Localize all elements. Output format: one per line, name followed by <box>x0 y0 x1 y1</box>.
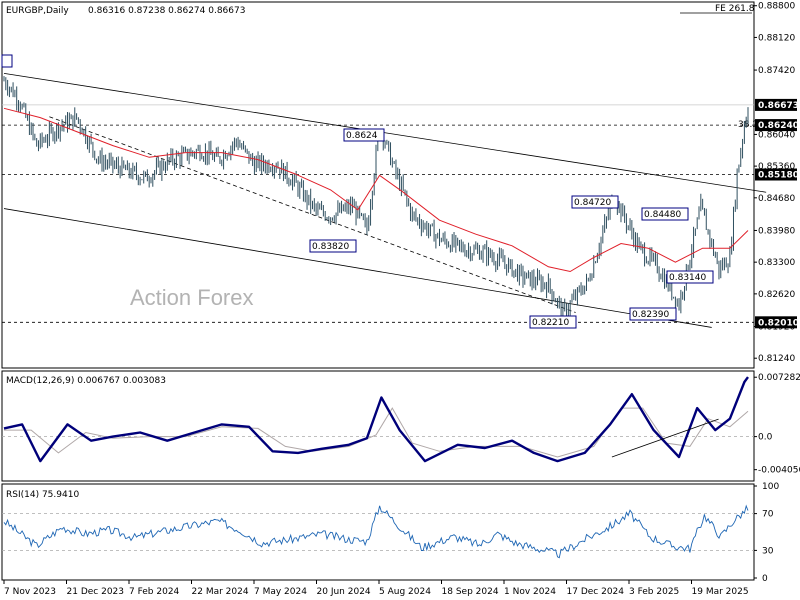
price-annotation-box <box>629 307 677 321</box>
rsi-tick-label: 100 <box>762 482 779 492</box>
time-tick-label: 17 Dec 2024 <box>567 587 625 597</box>
fib-extension-label: FE 261.8 <box>715 4 755 14</box>
level-tag-label: 0.82010 <box>758 318 799 328</box>
macd-panel-frame <box>1 370 755 482</box>
dashed-trend-line <box>49 116 576 313</box>
rsi-title: RSI(14) 75.9410 <box>6 490 79 500</box>
time-tick-label: 5 Aug 2024 <box>379 587 431 597</box>
time-tick-label: 7 Nov 2023 <box>4 587 56 597</box>
macd-lines <box>3 376 749 463</box>
price-panel[interactable]: EURGBP,Daily 0.86316 0.87238 0.86274 0.8… <box>1 1 799 369</box>
price-annotation-box <box>343 128 385 142</box>
price-tick-label: 0.82620 <box>758 290 795 300</box>
rsi-panel-frame <box>1 483 755 581</box>
price-annotation-box <box>309 239 357 253</box>
price-annotation-label: 0.84480 <box>644 210 681 220</box>
price-annotation-box <box>641 207 689 221</box>
price-tick-label: 0.88800 <box>758 2 795 12</box>
channel-upper-line <box>3 72 767 193</box>
price-tick-label: 0.85360 <box>758 162 795 172</box>
price-annotation-box <box>529 315 577 329</box>
time-tick-label: 7 May 2024 <box>254 587 307 597</box>
trend-lines <box>3 72 767 328</box>
rsi-line-path <box>3 504 749 559</box>
macd-main-line <box>3 376 749 463</box>
time-tick-label: 22 Mar 2024 <box>192 587 249 597</box>
rsi-line <box>3 504 749 559</box>
current-price-box <box>755 98 797 111</box>
macd-title: MACD(12,26,9) 0.006767 0.003083 <box>6 376 166 386</box>
time-axis: 7 Nov 2023 21 Dec 2023 7 Feb 2024 22 Mar 20… <box>3 580 749 597</box>
price-tick-label: 0.87420 <box>758 66 795 76</box>
price-annotation-label: 0.8624 <box>346 131 378 141</box>
time-tick-label: 3 Feb 2025 <box>629 587 679 597</box>
price-tick-label: 0.83980 <box>758 226 795 236</box>
level-tag-label: 0.85180 <box>758 171 799 181</box>
price-axis-ticks: 0.88800 0.88120 0.87420 0.86040 0.85360 0.846… <box>754 2 795 364</box>
moving-average <box>3 107 749 273</box>
time-tick-label: 19 Mar 2025 <box>692 587 749 597</box>
watermark: Action Forex <box>130 285 254 310</box>
macd-trend-line <box>611 418 719 458</box>
price-annotation-label: 0.84720 <box>574 198 611 208</box>
level-tag-box <box>755 168 797 181</box>
price-annotation-label: 0.82210 <box>532 318 569 328</box>
rsi-tick-label: 30 <box>762 546 774 556</box>
sma-line <box>3 107 749 273</box>
horizontal-levels: 0.86240 0.85180 0.82010 0.86673 <box>2 98 799 329</box>
price-annotation-box <box>571 195 619 209</box>
macd-axis-ticks: 0.007282 0.0 -0.004056 <box>2 373 800 476</box>
channel-lower-line <box>3 208 712 328</box>
level-tag-box <box>755 119 797 132</box>
price-tick-label: 0.88120 <box>758 33 795 43</box>
level-tag-box <box>755 316 797 329</box>
price-tick-label: 0.83300 <box>758 258 795 268</box>
rsi-tick-label: 0 <box>762 574 768 584</box>
time-tick-label: 7 Feb 2024 <box>129 587 180 597</box>
time-tick-label: 18 Sep 2024 <box>442 587 499 597</box>
rsi-tick-label: 70 <box>762 510 774 520</box>
current-price-label: 0.86673 <box>758 101 799 111</box>
price-tick-label: 0.86040 <box>758 130 795 140</box>
level-tag-label: 0.86240 <box>758 121 799 131</box>
price-annotation-box <box>666 270 714 284</box>
price-tick-label: 0.84680 <box>758 194 795 204</box>
edge-annotation-box <box>1 54 13 68</box>
time-tick-label: 1 Nov 2024 <box>504 587 556 597</box>
time-tick-label: 21 Dec 2023 <box>67 587 125 597</box>
price-annotation-label: 0.83820 <box>312 242 349 252</box>
macd-tick-label: 0.007282 <box>758 373 800 383</box>
macd-tick-label: 0.0 <box>758 433 773 443</box>
price-chart-title: EURGBP,Daily <box>6 6 69 16</box>
price-annotations: 0.8624 0.83820 0.84720 0.84480 0.83140 0.8239… <box>1 54 714 329</box>
macd-signal-line <box>4 407 749 458</box>
macd-panel[interactable]: MACD(12,26,9) 0.006767 0.003083 0.007282… <box>1 370 800 482</box>
time-tick-label: 20 Jun 2024 <box>317 587 371 597</box>
price-tick-label: 0.81240 <box>758 354 795 364</box>
ohlc-readout: 0.86316 0.87238 0.86274 0.86673 <box>88 6 245 16</box>
macd-tick-label: -0.004056 <box>758 466 800 476</box>
price-annotation-label: 0.82390 <box>632 310 669 320</box>
rsi-panel[interactable]: RSI(14) 75.9410 100 70 30 0 <box>1 482 779 584</box>
price-annotation-label: 0.83140 <box>669 273 706 283</box>
price-panel-frame <box>1 1 755 369</box>
